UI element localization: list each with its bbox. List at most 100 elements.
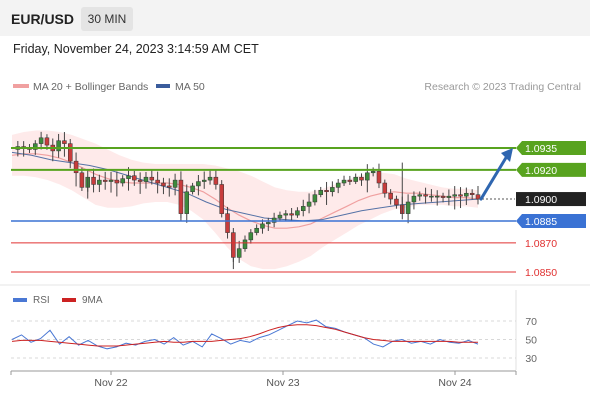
candle-body xyxy=(347,179,353,182)
candle-body xyxy=(289,213,294,216)
candle-body xyxy=(434,195,440,198)
candle-body xyxy=(126,175,131,179)
candle-body xyxy=(62,140,67,144)
candle-body xyxy=(155,179,160,184)
candle-body xyxy=(225,213,230,233)
candle-body xyxy=(132,175,137,181)
legend-swatch-ma50 xyxy=(156,84,170,88)
rsi-layer: 70 50 30 xyxy=(11,316,537,365)
candle-body xyxy=(44,137,50,146)
candle-body xyxy=(464,192,469,197)
candle-body xyxy=(335,182,341,188)
candle-body xyxy=(411,195,417,203)
forecast-arrow-shaft xyxy=(479,154,509,201)
candle-body xyxy=(97,179,102,185)
rsi-series-rsi xyxy=(11,319,479,350)
candle-body xyxy=(405,201,411,214)
header-bar: EUR/USD 30 MIN xyxy=(0,0,590,36)
candle-body xyxy=(301,206,306,211)
rsi-tick-label-70: 70 xyxy=(525,316,537,328)
candle-body xyxy=(318,190,323,195)
rsi-series-9ma xyxy=(11,324,478,347)
level-label-1.0920: 1.0920 xyxy=(525,165,557,177)
candle-body xyxy=(423,194,428,197)
price-layer xyxy=(11,130,481,270)
candle-body xyxy=(178,179,184,214)
candle-body xyxy=(219,184,224,214)
levels-layer: 1.0935 1.0920 1.0900 1.0885 1.0870 1.0850 xyxy=(11,141,586,279)
level-tag-1.0935 xyxy=(516,141,586,155)
candle-body xyxy=(190,185,195,193)
candle-body xyxy=(446,195,452,198)
candle-body xyxy=(91,176,96,185)
candle-body xyxy=(283,213,289,216)
candle-body xyxy=(102,179,108,182)
candle-body xyxy=(341,179,347,184)
current-price-tag xyxy=(516,192,586,207)
candle-body xyxy=(417,194,422,197)
candle-body xyxy=(469,192,475,195)
candle-body xyxy=(248,232,254,241)
rsi-tick-label-50: 50 xyxy=(525,335,537,347)
candle-body xyxy=(172,179,178,188)
candle-body xyxy=(33,143,38,150)
level-label-1.0885: 1.0885 xyxy=(525,216,557,228)
candle-body xyxy=(236,248,242,258)
candle-body xyxy=(231,232,236,258)
current-price-label: 1.0900 xyxy=(525,194,557,206)
legend-swatch-ma20 xyxy=(13,84,29,88)
ma20-line xyxy=(11,153,479,229)
candle-body xyxy=(56,140,61,152)
candle-body xyxy=(312,194,318,203)
legend-label-rsi: RSI xyxy=(33,295,50,306)
candle-body xyxy=(394,198,399,206)
candle-body xyxy=(108,179,114,182)
candle-body xyxy=(452,194,457,197)
candle-body xyxy=(458,194,463,197)
candle-body xyxy=(79,172,85,188)
candle-body xyxy=(330,187,335,193)
candle-body xyxy=(161,182,166,187)
candle-body xyxy=(365,172,370,181)
candle-body xyxy=(260,223,265,229)
legend-label-ma50: MA 50 xyxy=(175,81,205,93)
candle-body xyxy=(388,192,393,200)
legend-swatch-9ma xyxy=(62,298,76,302)
candle-body xyxy=(324,190,329,193)
candle-body xyxy=(295,210,300,216)
candle-body xyxy=(266,222,271,225)
symbol-title: EUR/USD xyxy=(11,11,75,27)
candle-body xyxy=(184,191,189,214)
candle-body xyxy=(207,176,213,181)
bollinger-band xyxy=(12,130,478,270)
candle-body xyxy=(201,179,207,182)
candle-body xyxy=(120,178,125,184)
candle-body xyxy=(196,181,201,187)
timeframe-button[interactable]: 30 MIN xyxy=(81,7,133,31)
x-tick-label: Nov 22 xyxy=(94,377,127,389)
candle-body xyxy=(359,176,364,181)
candle-body xyxy=(167,185,172,188)
x-tick-label: Nov 24 xyxy=(438,377,471,389)
candle-body xyxy=(143,176,149,182)
candle-body xyxy=(277,214,283,219)
candle-body xyxy=(68,143,73,162)
x-axis: Nov 22 Nov 23 Nov 24 xyxy=(10,371,517,389)
chart-datetime: Friday, November 24, 2023 3:14:59 AM CET xyxy=(13,42,259,56)
candle-body xyxy=(376,171,382,184)
candle-body xyxy=(38,137,44,144)
forecast-arrow-head xyxy=(501,148,513,162)
rsi-tick-label-30: 30 xyxy=(525,353,537,365)
level-tag-1.0885 xyxy=(516,213,586,228)
candle-body xyxy=(213,176,219,185)
x-tick-label: Nov 23 xyxy=(266,377,299,389)
candle-body xyxy=(429,195,434,198)
candle-body xyxy=(73,160,79,174)
legend-label-ma20: MA 20 + Bollinger Bands xyxy=(33,81,148,93)
candle-body xyxy=(382,182,388,194)
level-tag-1.0920 xyxy=(516,162,586,177)
level-label-1.0870: 1.0870 xyxy=(525,238,557,250)
legend-swatch-rsi xyxy=(13,298,27,302)
